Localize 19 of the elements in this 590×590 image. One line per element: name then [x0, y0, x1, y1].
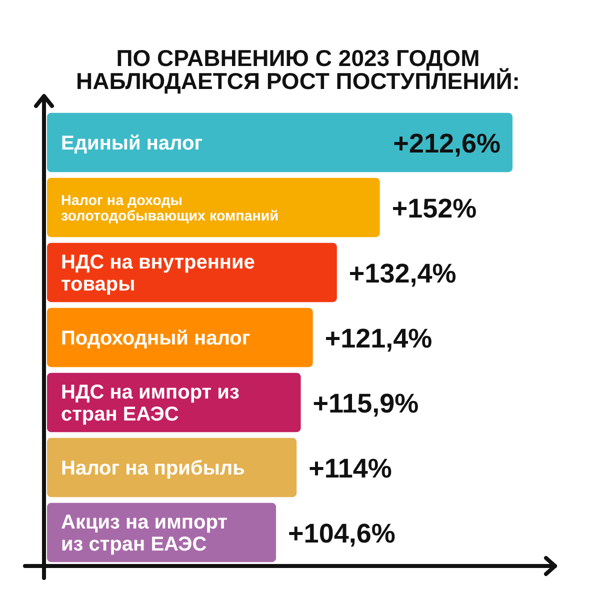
bar: [47, 438, 297, 498]
y-tick-label: Акциз на импорт из стран ЕАЭС: [61, 512, 228, 556]
y-tick-label: Налог на прибыль: [61, 458, 245, 480]
y-tick-label: НДС на внутренние товары: [61, 252, 255, 296]
y-tick-label: НДС на импорт из стран ЕАЭС: [61, 382, 240, 426]
data-label: +115,9%: [312, 388, 419, 418]
data-label: +114%: [308, 454, 392, 484]
data-label: +104,6%: [288, 518, 396, 548]
data-label: +152%: [392, 194, 477, 224]
y-tick-label: Подоходный налог: [61, 328, 250, 350]
data-label: +212,6%: [393, 128, 501, 158]
bar: [47, 308, 313, 368]
y-tick-label: Единый налог: [61, 132, 203, 155]
data-label: +121,4%: [324, 324, 432, 354]
bar: [47, 112, 513, 172]
chart-title: ПО СРАВНЕНИЮ С 2023 ГОДОМ НАБЛЮДАЕТСЯ РОСТ ПОСТУПЛЕНИЙ:: [76, 45, 520, 94]
bar: [47, 178, 380, 238]
y-tick-label: Налог на доходы золотодобывающих компаний: [61, 192, 279, 225]
data-label: +132,4%: [348, 258, 456, 288]
